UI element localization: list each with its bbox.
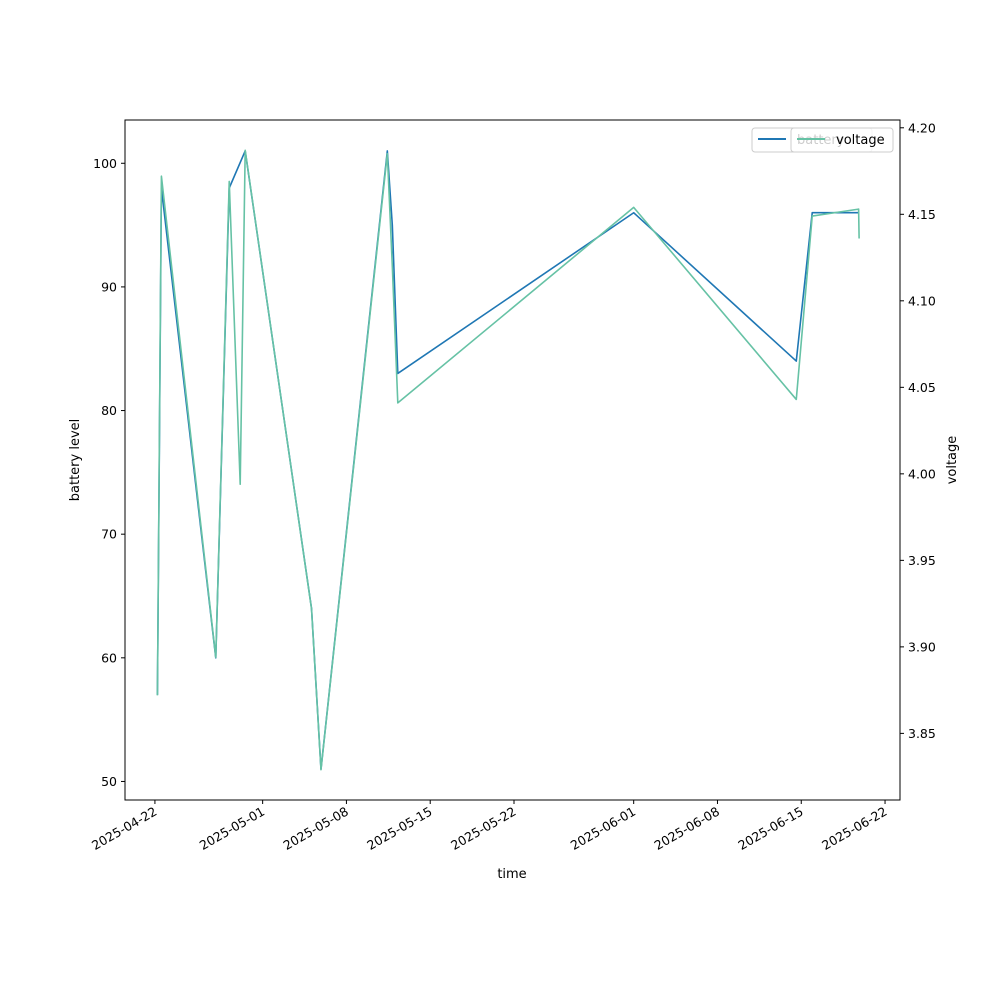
right-y-tick-label: 3.85: [908, 726, 936, 741]
x-tick-label: 2025-05-22: [448, 804, 518, 853]
right-y-tick-label: 4.00: [908, 466, 936, 481]
x-tick-label: 2025-06-15: [735, 804, 805, 853]
right-y-axis-ticks: 3.85 3.90 3.95 4.00 4.05 4.10 4.15 4.20: [900, 120, 936, 741]
right-y-axis-label: voltage: [945, 436, 960, 485]
plot-frame: [124, 119, 901, 801]
left-y-tick-label: 80: [101, 403, 117, 418]
x-tick-label: 2025-06-22: [819, 804, 889, 853]
right-y-tick-label: 4.10: [908, 293, 936, 308]
right-y-tick-label: 3.95: [908, 553, 936, 568]
legend-label-voltage: voltage: [836, 133, 885, 148]
series-line-voltage: [156, 149, 860, 771]
right-y-tick-label: 4.15: [908, 207, 936, 222]
x-tick-label: 2025-05-08: [281, 804, 351, 853]
left-y-axis-ticks: 50 60 70 80 90 100: [93, 156, 125, 789]
left-y-axis-label: battery level: [68, 419, 83, 502]
x-tick-label: 2025-05-01: [197, 804, 267, 853]
left-y-tick-label: 60: [101, 650, 117, 665]
x-tick-label: 2025-06-01: [568, 804, 638, 853]
x-tick-label: 2025-04-22: [89, 804, 159, 853]
right-y-tick-label: 3.90: [908, 639, 936, 654]
series-line-battery: [156, 150, 859, 770]
x-tick-label: 2025-05-15: [364, 804, 434, 853]
x-tick-label: 2025-06-08: [652, 804, 722, 853]
x-axis-label: time: [497, 867, 526, 882]
x-axis-ticks: 2025-04-22 2025-05-01 2025-05-08 2025-05-15…: [89, 800, 890, 853]
left-y-tick-label: 50: [101, 774, 117, 789]
right-y-tick-label: 4.05: [908, 380, 936, 395]
legend-voltage: voltage: [790, 127, 894, 153]
left-y-tick-label: 100: [93, 156, 117, 171]
plot-lines: [156, 149, 860, 771]
right-y-tick-label: 4.20: [908, 120, 936, 135]
left-y-tick-label: 90: [101, 279, 117, 294]
left-y-tick-label: 70: [101, 527, 117, 542]
